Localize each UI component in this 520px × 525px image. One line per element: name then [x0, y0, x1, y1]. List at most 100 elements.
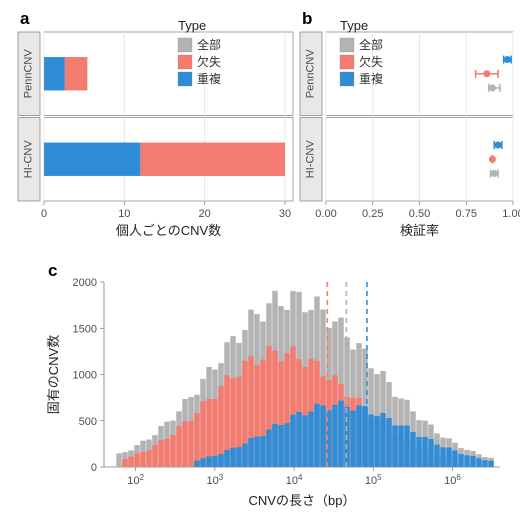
- hist-bar-loss: [170, 435, 176, 467]
- hist-bar-dup: [452, 450, 458, 467]
- x-tick-label: 0.75: [456, 208, 477, 220]
- hist-bar-dup: [200, 458, 206, 467]
- y-tick-label: 500: [79, 416, 97, 428]
- hist-bar-dup: [320, 406, 326, 467]
- hist-bar-loss: [134, 453, 140, 467]
- hist-bar-dup: [482, 460, 488, 467]
- hist-bar-dup: [194, 461, 200, 467]
- figure-root: aPennCNVHI-CNV0102030個人ごとのCNV数Type全部欠失重複…: [0, 0, 520, 525]
- legend-title: Type: [340, 18, 368, 33]
- hist-bar-dup: [224, 450, 230, 467]
- hist-bar-loss: [128, 457, 134, 467]
- hist-bar-loss: [122, 459, 128, 467]
- x-axis-title: CNVの長さ（bp）: [249, 493, 356, 508]
- bar-dup: [44, 143, 140, 176]
- x-tick-label: 106: [444, 473, 461, 488]
- hist-bar-dup: [422, 437, 428, 467]
- hist-bar-dup: [266, 430, 272, 467]
- hist-bar-dup: [290, 415, 296, 467]
- hist-bar-dup: [380, 413, 386, 467]
- hist-bar-loss: [176, 426, 182, 467]
- x-tick-label: 20: [199, 208, 211, 220]
- hist-bar-dup: [458, 454, 464, 467]
- bar-dup: [44, 57, 65, 90]
- legend-swatch: [340, 38, 354, 52]
- hist-bar-loss: [152, 445, 158, 467]
- x-tick-label: 0: [41, 208, 47, 220]
- y-tick-label: 1500: [73, 323, 97, 335]
- legend-label: 欠失: [359, 54, 383, 69]
- hist-bar-dup: [218, 454, 224, 467]
- legend-label: 全部: [197, 37, 221, 52]
- hist-bar-loss: [164, 439, 170, 467]
- hist-bar-dup: [440, 447, 446, 467]
- hist-bar-dup: [278, 425, 284, 467]
- hist-bar-dup: [212, 456, 218, 467]
- hist-bar-dup: [398, 426, 404, 467]
- hist-bar-dup: [206, 456, 212, 467]
- hist-bar-dup: [464, 455, 470, 467]
- legend-swatch: [340, 55, 354, 69]
- hist-bar-loss: [140, 452, 146, 467]
- hist-bar-dup: [296, 412, 302, 467]
- x-tick-label: 1.00: [502, 208, 520, 220]
- hist-bar-dup: [260, 436, 266, 467]
- hist-bar-loss: [188, 421, 194, 467]
- x-tick-label: 0.25: [362, 208, 383, 220]
- hist-bar-dup: [308, 412, 314, 467]
- legend-label: 重複: [197, 71, 221, 86]
- legend-swatch: [340, 72, 354, 86]
- hist-bar-dup: [428, 439, 434, 467]
- x-tick-label: 103: [207, 473, 224, 488]
- point-marker: [491, 170, 498, 177]
- hist-bar-dup: [230, 448, 236, 467]
- hist-bar-dup: [434, 445, 440, 467]
- point-marker: [495, 142, 502, 149]
- legend-label: 全部: [359, 37, 383, 52]
- hist-bar-loss: [182, 421, 188, 467]
- bar-loss: [65, 57, 87, 90]
- x-tick-label: 10: [118, 208, 130, 220]
- x-axis-title: 検証率: [400, 223, 439, 238]
- point-marker: [489, 84, 496, 91]
- facet-label: PennCNV: [305, 49, 317, 99]
- facet-label: HI-CNV: [305, 140, 317, 179]
- hist-bar-dup: [314, 404, 320, 467]
- hist-bar-loss: [200, 401, 206, 467]
- hist-bar-dup: [416, 437, 422, 467]
- hist-bar-dup: [350, 411, 356, 467]
- x-axis-title: 個人ごとのCNV数: [116, 223, 221, 238]
- hist-bar-dup: [404, 426, 410, 467]
- y-tick-label: 2000: [73, 277, 97, 289]
- hist-bar-dup: [236, 447, 242, 467]
- hist-bar-dup: [392, 425, 398, 467]
- hist-bar-dup: [356, 405, 362, 467]
- point-marker: [504, 56, 511, 63]
- panel-letter: b: [302, 9, 312, 28]
- y-axis-title: 固有のCNV数: [46, 335, 61, 414]
- y-tick-label: 1000: [73, 370, 97, 382]
- x-tick-label: 105: [365, 473, 382, 488]
- hist-bar-dup: [338, 401, 344, 467]
- hist-bar-dup: [302, 415, 308, 467]
- legend-swatch: [178, 55, 192, 69]
- hist-bar-loss: [158, 440, 164, 467]
- hist-bar-dup: [254, 437, 260, 467]
- hist-bar-loss: [194, 413, 200, 467]
- x-tick-label: 0.00: [315, 208, 336, 220]
- hist-bar-dup: [248, 438, 254, 467]
- hist-bar-dup: [368, 415, 374, 467]
- bar-loss: [140, 143, 285, 176]
- hist-bar-dup: [488, 461, 494, 467]
- legend-swatch: [178, 38, 192, 52]
- hist-bar-dup: [332, 405, 338, 467]
- hist-bar-dup: [476, 458, 482, 467]
- hist-bar-all: [116, 453, 122, 467]
- hist-bar-dup: [386, 418, 392, 467]
- y-tick-label: 0: [91, 462, 97, 474]
- legend-label: 重複: [359, 71, 383, 86]
- legend-title: Type: [178, 18, 206, 33]
- hist-bar-dup: [242, 444, 248, 467]
- facet-label: PennCNV: [23, 49, 35, 99]
- hist-bar-loss: [146, 450, 152, 467]
